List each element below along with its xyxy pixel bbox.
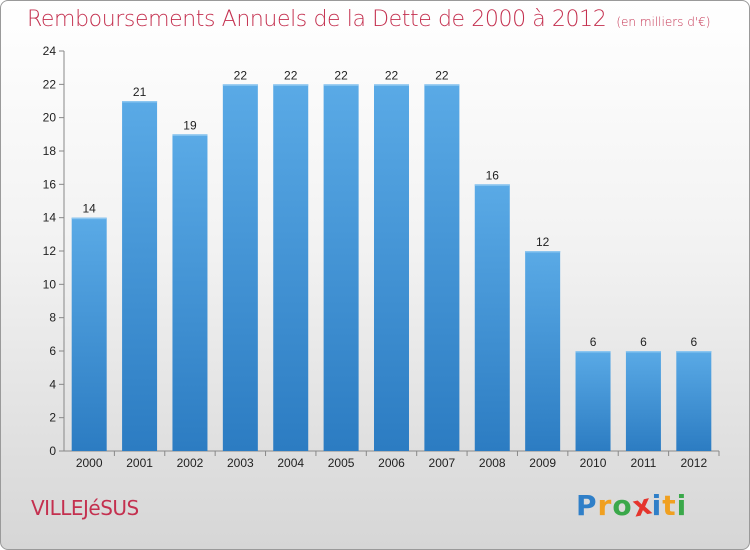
bar-top-highlight [323,84,359,86]
bar-top-highlight [525,251,561,253]
y-tick-label: 18 [43,144,57,158]
bar [474,184,510,452]
chart-title-text: Remboursements Annuels de la Dette de 20… [27,7,607,32]
bar [323,84,359,451]
bar-top-highlight [172,134,208,136]
data-label: 21 [133,85,147,99]
logo-letter: t [662,489,677,522]
data-label: 6 [690,335,697,349]
logo-letter: o [612,489,633,522]
y-tick-label: 22 [43,77,57,91]
x-tick-label: 2005 [328,456,355,470]
bar-top-highlight [222,84,258,86]
data-label: 12 [536,235,550,249]
x-tick-label: 2011 [631,456,657,470]
proxiti-logo[interactable]: Proxiti [576,487,688,523]
y-tick-label: 8 [49,311,56,325]
bar [273,84,309,451]
bar [575,351,611,451]
x-tick-label: 2007 [429,456,456,470]
y-tick-label: 24 [43,44,57,58]
bar-top-highlight [575,351,611,353]
bar-top-highlight [424,84,460,86]
bar-top-highlight [474,184,510,186]
y-tick-label: 10 [43,277,57,291]
y-tick-label: 6 [49,344,56,358]
bar-top-highlight [676,351,712,353]
logo-letter: P [576,489,598,522]
x-tick-label: 2001 [126,456,153,470]
data-label: 19 [183,118,197,132]
y-tick-label: 2 [49,411,56,425]
x-tick-label: 2009 [529,456,556,470]
bar [172,134,208,452]
bar [676,351,712,451]
logo-letter: r [597,489,613,522]
data-label: 6 [590,335,597,349]
data-label: 22 [234,68,248,82]
x-tick-label: 2002 [177,456,204,470]
y-tick-label: 12 [43,244,57,258]
x-tick-label: 2012 [680,456,707,470]
bar [71,217,107,451]
data-label: 22 [385,68,399,82]
x-tick-label: 2010 [580,456,607,470]
y-tick-label: 0 [49,444,56,458]
x-tick-label: 2008 [479,456,506,470]
data-label: 14 [83,202,97,216]
x-tick-label: 2006 [378,456,405,470]
bar [424,84,460,451]
data-label: 22 [284,68,298,82]
data-label: 22 [435,68,449,82]
bar [374,84,409,451]
bar-top-highlight [71,217,107,220]
bar [222,84,258,451]
y-tick-label: 14 [43,211,57,225]
logo-letter: i [676,489,688,522]
data-label: 6 [640,335,647,349]
bar-top-highlight [122,101,158,103]
city-name: VILLEJéSUS [31,496,139,520]
chart-unit: (en milliers d'€) [616,15,711,29]
x-tick-label: 2004 [277,456,304,470]
bar-top-highlight [625,351,661,353]
y-tick-label: 16 [43,177,57,191]
bar [625,351,661,451]
data-label: 22 [334,68,348,82]
data-label: 16 [486,168,500,182]
bar-top-highlight [273,84,309,86]
bar [122,101,158,451]
x-tick-label: 2000 [76,456,103,470]
y-tick-label: 20 [43,111,57,125]
x-tick-label: 2003 [227,456,254,470]
chart-title: Remboursements Annuels de la Dette de 20… [27,7,710,32]
logo-letter: i [651,489,663,522]
y-tick-label: 4 [49,377,56,391]
bar-top-highlight [374,84,409,86]
bar [525,251,561,451]
